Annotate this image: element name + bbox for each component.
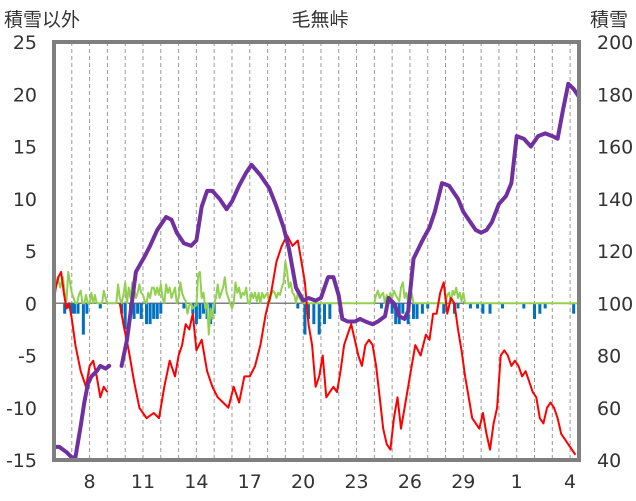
precip-bar	[145, 303, 149, 325]
x-tick-label: 11	[131, 471, 155, 493]
right-tick-label: 180	[597, 84, 633, 106]
right-tick-label: 80	[597, 346, 621, 368]
precip-bar	[390, 303, 394, 314]
precip-bar	[152, 303, 156, 319]
precip-bar	[132, 303, 136, 319]
left-tick-label: 25	[13, 32, 37, 54]
left-tick-label: -15	[6, 450, 37, 472]
left-tick-label: 20	[13, 84, 37, 106]
temperature-series-line	[53, 270, 109, 399]
precip-bar	[572, 303, 576, 314]
right-tick-label: 60	[597, 398, 621, 420]
precip-bar	[328, 303, 332, 319]
chart-title: 毛無峠	[291, 9, 348, 31]
precip-bar	[500, 303, 504, 309]
precip-bar	[538, 303, 542, 314]
left-axis-title: 積雪以外	[4, 9, 80, 31]
x-tick-label: 26	[398, 471, 422, 493]
precip-bar	[139, 303, 143, 319]
left-tick-label: -10	[6, 398, 37, 420]
precip-bar	[543, 303, 547, 309]
precip-bar	[98, 303, 102, 309]
precip-bar	[415, 303, 419, 319]
plot-frame	[52, 40, 581, 462]
precip-bar	[481, 303, 485, 314]
wind-series-line	[53, 260, 579, 336]
precip-bar	[379, 303, 383, 309]
precip-bar	[296, 303, 300, 309]
right-tick-label: 200	[597, 32, 633, 54]
x-tick-label: 14	[184, 471, 208, 493]
precip-bar	[155, 303, 159, 319]
precip-bar	[148, 303, 152, 325]
precip-bar	[123, 303, 127, 330]
precip-bar	[456, 303, 460, 309]
precip-bar	[81, 303, 85, 335]
precip-bar	[317, 303, 321, 335]
precip-bar	[468, 303, 472, 309]
left-tick-label: 5	[25, 241, 37, 263]
right-tick-label: 100	[597, 293, 633, 315]
precip-bar	[442, 303, 446, 314]
precip-bar	[194, 303, 198, 325]
series-lines	[52, 81, 581, 460]
precip-bar	[159, 303, 163, 314]
precip-bar	[136, 303, 140, 314]
right-axis-ticks: 200 180 160 140 120 100 80 60 40	[597, 32, 633, 472]
precip-bar	[76, 303, 80, 314]
left-axis-ticks: 25 20 15 10 5 0 -5 -10 -15	[6, 32, 37, 472]
temperature-series-line	[118, 234, 577, 456]
precip-bar	[198, 303, 202, 319]
left-tick-label: 10	[13, 189, 37, 211]
precip-bar	[182, 303, 186, 309]
right-tick-label: 120	[597, 241, 633, 263]
x-tick-label: 29	[451, 471, 475, 493]
precip-bar	[306, 303, 310, 319]
precip-bar	[394, 303, 398, 325]
x-tick-label: 8	[84, 471, 96, 493]
precip-bar	[312, 303, 316, 325]
snow-depth-series-line	[52, 363, 112, 460]
right-axis-title: 積雪	[590, 9, 628, 31]
precip-bar	[303, 303, 307, 335]
precip-bars	[63, 303, 576, 335]
precip-bar	[201, 303, 205, 314]
right-tick-label: 140	[597, 189, 633, 211]
precip-bar	[488, 303, 492, 314]
precip-bar	[533, 303, 537, 319]
precip-bar	[420, 303, 424, 314]
right-tick-label: 160	[597, 137, 633, 159]
right-tick-label: 40	[597, 450, 621, 472]
precip-bar	[401, 303, 405, 314]
left-tick-label: 0	[25, 293, 37, 315]
precip-bar	[411, 303, 415, 319]
precip-bar	[323, 303, 327, 325]
precip-bar	[476, 303, 480, 309]
precip-bar	[85, 303, 89, 314]
precip-bar	[522, 303, 526, 309]
x-tick-label: 23	[344, 471, 368, 493]
x-axis-ticks: 8 11 14 17 20 23 26 29 1 4	[84, 471, 577, 493]
snow-depth-series-line	[119, 81, 581, 368]
precip-bar	[72, 303, 76, 314]
x-tick-label: 4	[564, 471, 576, 493]
left-tick-label: -5	[18, 346, 37, 368]
x-tick-label: 17	[238, 471, 262, 493]
x-tick-label: 1	[511, 471, 523, 493]
precip-bar	[426, 303, 430, 309]
precip-bar	[70, 303, 74, 314]
left-tick-label: 15	[13, 137, 37, 159]
x-tick-label: 20	[291, 471, 315, 493]
precip-bar	[63, 303, 67, 314]
